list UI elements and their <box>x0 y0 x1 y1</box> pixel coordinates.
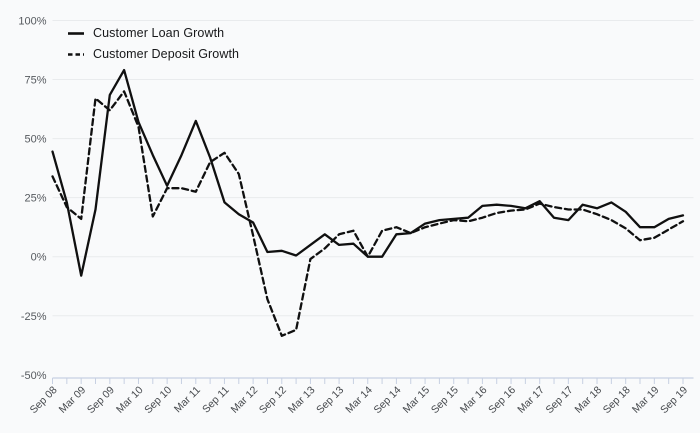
y-axis-tick-label: 100% <box>18 16 46 28</box>
x-axis-tick-label: Sep 16 <box>486 384 518 416</box>
x-axis-tick-label: Mar 18 <box>573 384 605 416</box>
y-axis-tick-label: 75% <box>24 75 46 87</box>
x-axis-tick-label: Mar 17 <box>515 384 547 416</box>
series-line-dashed <box>51 90 685 337</box>
x-axis-tick-label: Mar 15 <box>401 384 433 416</box>
x-axis-tick-label: Sep 11 <box>200 384 232 416</box>
y-axis-tick-label: 50% <box>24 134 46 146</box>
x-axis-tick-label: Sep 08 <box>28 384 60 416</box>
series-line-solid <box>51 68 685 277</box>
x-axis-tick-label: Sep 13 <box>314 384 346 416</box>
y-axis-tick-label: 25% <box>24 193 46 205</box>
x-axis-tick-label: Mar 16 <box>458 384 490 416</box>
dashed-line-swatch-icon <box>68 53 84 56</box>
x-axis-tick-label: Sep 17 <box>543 384 575 416</box>
x-axis-tick-label: Sep 19 <box>658 384 690 416</box>
y-axis-tick-label: -50% <box>21 370 47 382</box>
legend-item-loan-growth: Customer Loan Growth <box>67 26 239 41</box>
x-axis-tick-label: Mar 14 <box>343 384 375 416</box>
x-axis-tick-label: Mar 13 <box>286 384 318 416</box>
x-axis-tick-label: Sep 18 <box>601 384 633 416</box>
x-axis-tick-label: Sep 10 <box>142 384 174 416</box>
legend-label-deposit-growth: Customer Deposit Growth <box>93 47 240 61</box>
x-axis-tick-label: Sep 14 <box>372 384 404 416</box>
y-axis-tick-label: 0% <box>31 252 47 264</box>
legend: Customer Loan Growth Customer Deposit Gr… <box>67 26 239 62</box>
x-axis-tick-label: Mar 19 <box>630 384 662 416</box>
legend-label-loan-growth: Customer Loan Growth <box>93 26 225 40</box>
x-axis-tick-label: Mar 10 <box>114 384 146 416</box>
x-axis-tick-label: Sep 15 <box>429 384 461 416</box>
x-axis-tick-label: Sep 09 <box>85 384 117 416</box>
legend-item-deposit-growth: Customer Deposit Growth <box>67 47 239 62</box>
solid-line-swatch-icon <box>68 32 84 35</box>
y-axis-tick-label: -25% <box>21 311 47 323</box>
x-axis-tick-label: Mar 09 <box>57 384 89 416</box>
x-axis-tick-label: Mar 12 <box>229 384 261 416</box>
x-axis-tick-label: Sep 12 <box>257 384 289 416</box>
x-axis-tick-label: Mar 11 <box>172 384 203 415</box>
